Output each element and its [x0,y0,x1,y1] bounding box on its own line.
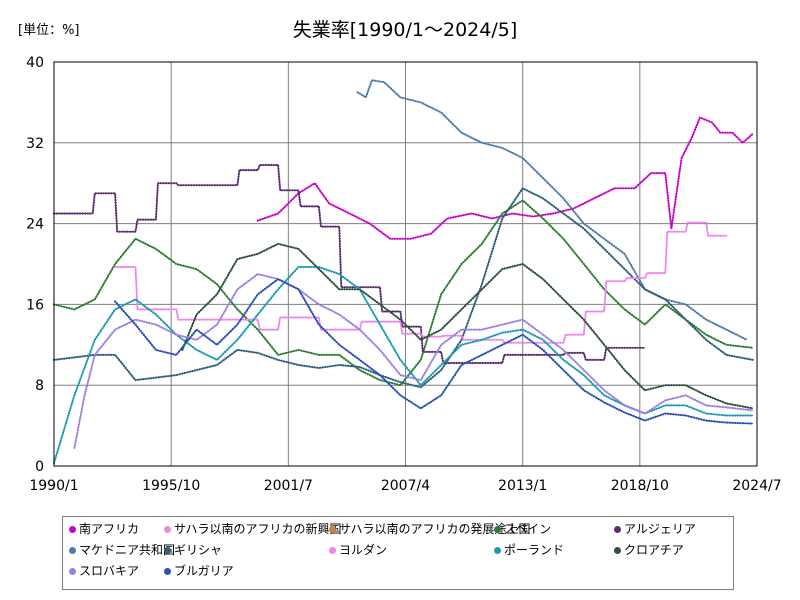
legend-swatch [164,526,171,533]
legend-label: ブルガリア [174,564,234,578]
legend-label: サハラ以南のアフリカの発展途上国 [339,522,531,536]
grid-lines [53,61,758,467]
legend-label: スロバキア [79,564,140,578]
legend-label: マケドニア共和国 [79,543,176,557]
series-line-core [53,266,753,464]
legend-label: スペイン [504,522,552,536]
legend-label: ギリシャ [174,543,223,557]
series-line-core [54,164,645,364]
y-axis-ticks: 0 8 16 24 32 40 [26,55,44,475]
x-tick-label: 2013/1 [498,478,547,494]
series-line-core [53,187,754,388]
x-tick-label: 2001/7 [264,478,313,494]
legend-swatch [614,526,621,533]
legend-item: クロアチア [614,542,714,559]
legend-item: ポーランド [494,542,614,559]
chart-title: 失業率[1990/1～2024/5] [293,19,518,41]
legend-swatch [69,568,76,575]
series-line-core [115,222,727,344]
legend-swatch [69,547,76,554]
legend-label: ポーランド [504,543,565,557]
legend-item: ヨルダン [329,542,494,559]
series-line [52,265,755,465]
x-tick-label: 1990/1 [29,478,78,494]
y-tick-label: 8 [35,378,44,394]
legend-item: ブルガリア [164,563,329,580]
legend-item: スロバキア [69,563,164,580]
legend-swatch [329,547,336,554]
x-tick-label: 2007/4 [381,478,430,494]
series-line-core [257,116,754,240]
y-tick-label: 0 [35,459,44,475]
y-tick-label: 40 [26,55,44,71]
x-axis-ticks: 1990/1 1995/10 2001/7 2007/4 2013/1 2018/10 20… [29,478,781,494]
legend-item: マケドニア共和国 [69,542,175,559]
legend-label: サハラ以南のアフリカの新興国 [174,522,342,536]
series-line [356,79,748,341]
legend-swatch [494,547,501,554]
y-tick-label: 16 [26,297,44,313]
legend: 南アフリカ サハラ以南のアフリカの新興国 サハラ以南のアフリカの発展途上国 スペイン ア… [62,516,734,590]
x-tick-label: 2018/10 [611,478,669,494]
legend-item: ギリシャ [164,542,329,559]
legend-item: アルジェリア [614,521,714,538]
legend-label: 南アフリカ [79,522,140,536]
x-tick-label: 2024/7 [732,478,781,494]
x-tick-label: 1995/10 [142,478,200,494]
y-tick-label: 32 [26,136,44,152]
legend-swatch [614,547,621,554]
legend-swatch [494,526,501,533]
legend-swatch [164,568,171,575]
legend-swatch [329,526,336,533]
legend-label: クロアチア [624,543,684,557]
legend-label: アルジェリア [624,522,696,536]
series-line [73,273,755,449]
legend-swatch [69,526,76,533]
series-line [52,199,755,387]
legend-item: サハラ以南のアフリカの新興国 [164,521,342,538]
series-line-core [357,79,748,341]
series-group [52,79,755,465]
legend-swatch [164,547,171,554]
series-line-core [53,199,753,386]
series-line-core [181,243,754,409]
legend-grid: 南アフリカ サハラ以南のアフリカの新興国 サハラ以南のアフリカの発展途上国 スペイン ア… [69,521,727,580]
legend-item: サハラ以南のアフリカの発展途上国 [329,521,531,538]
series-line [113,221,728,344]
y-tick-label: 24 [26,217,44,233]
legend-item: スペイン [494,521,614,538]
series-line-core [114,278,753,425]
plot-area-border [53,61,758,467]
chart-svg: [単位：%] 失業率[1990/1～2024/5] 0 8 16 24 32 40 199… [18,19,782,494]
unit-label: [単位：%] [18,22,80,38]
series-line-core [73,273,753,448]
series-line [52,187,755,389]
legend-item: 南アフリカ [69,521,164,538]
legend-label: ヨルダン [339,543,388,557]
